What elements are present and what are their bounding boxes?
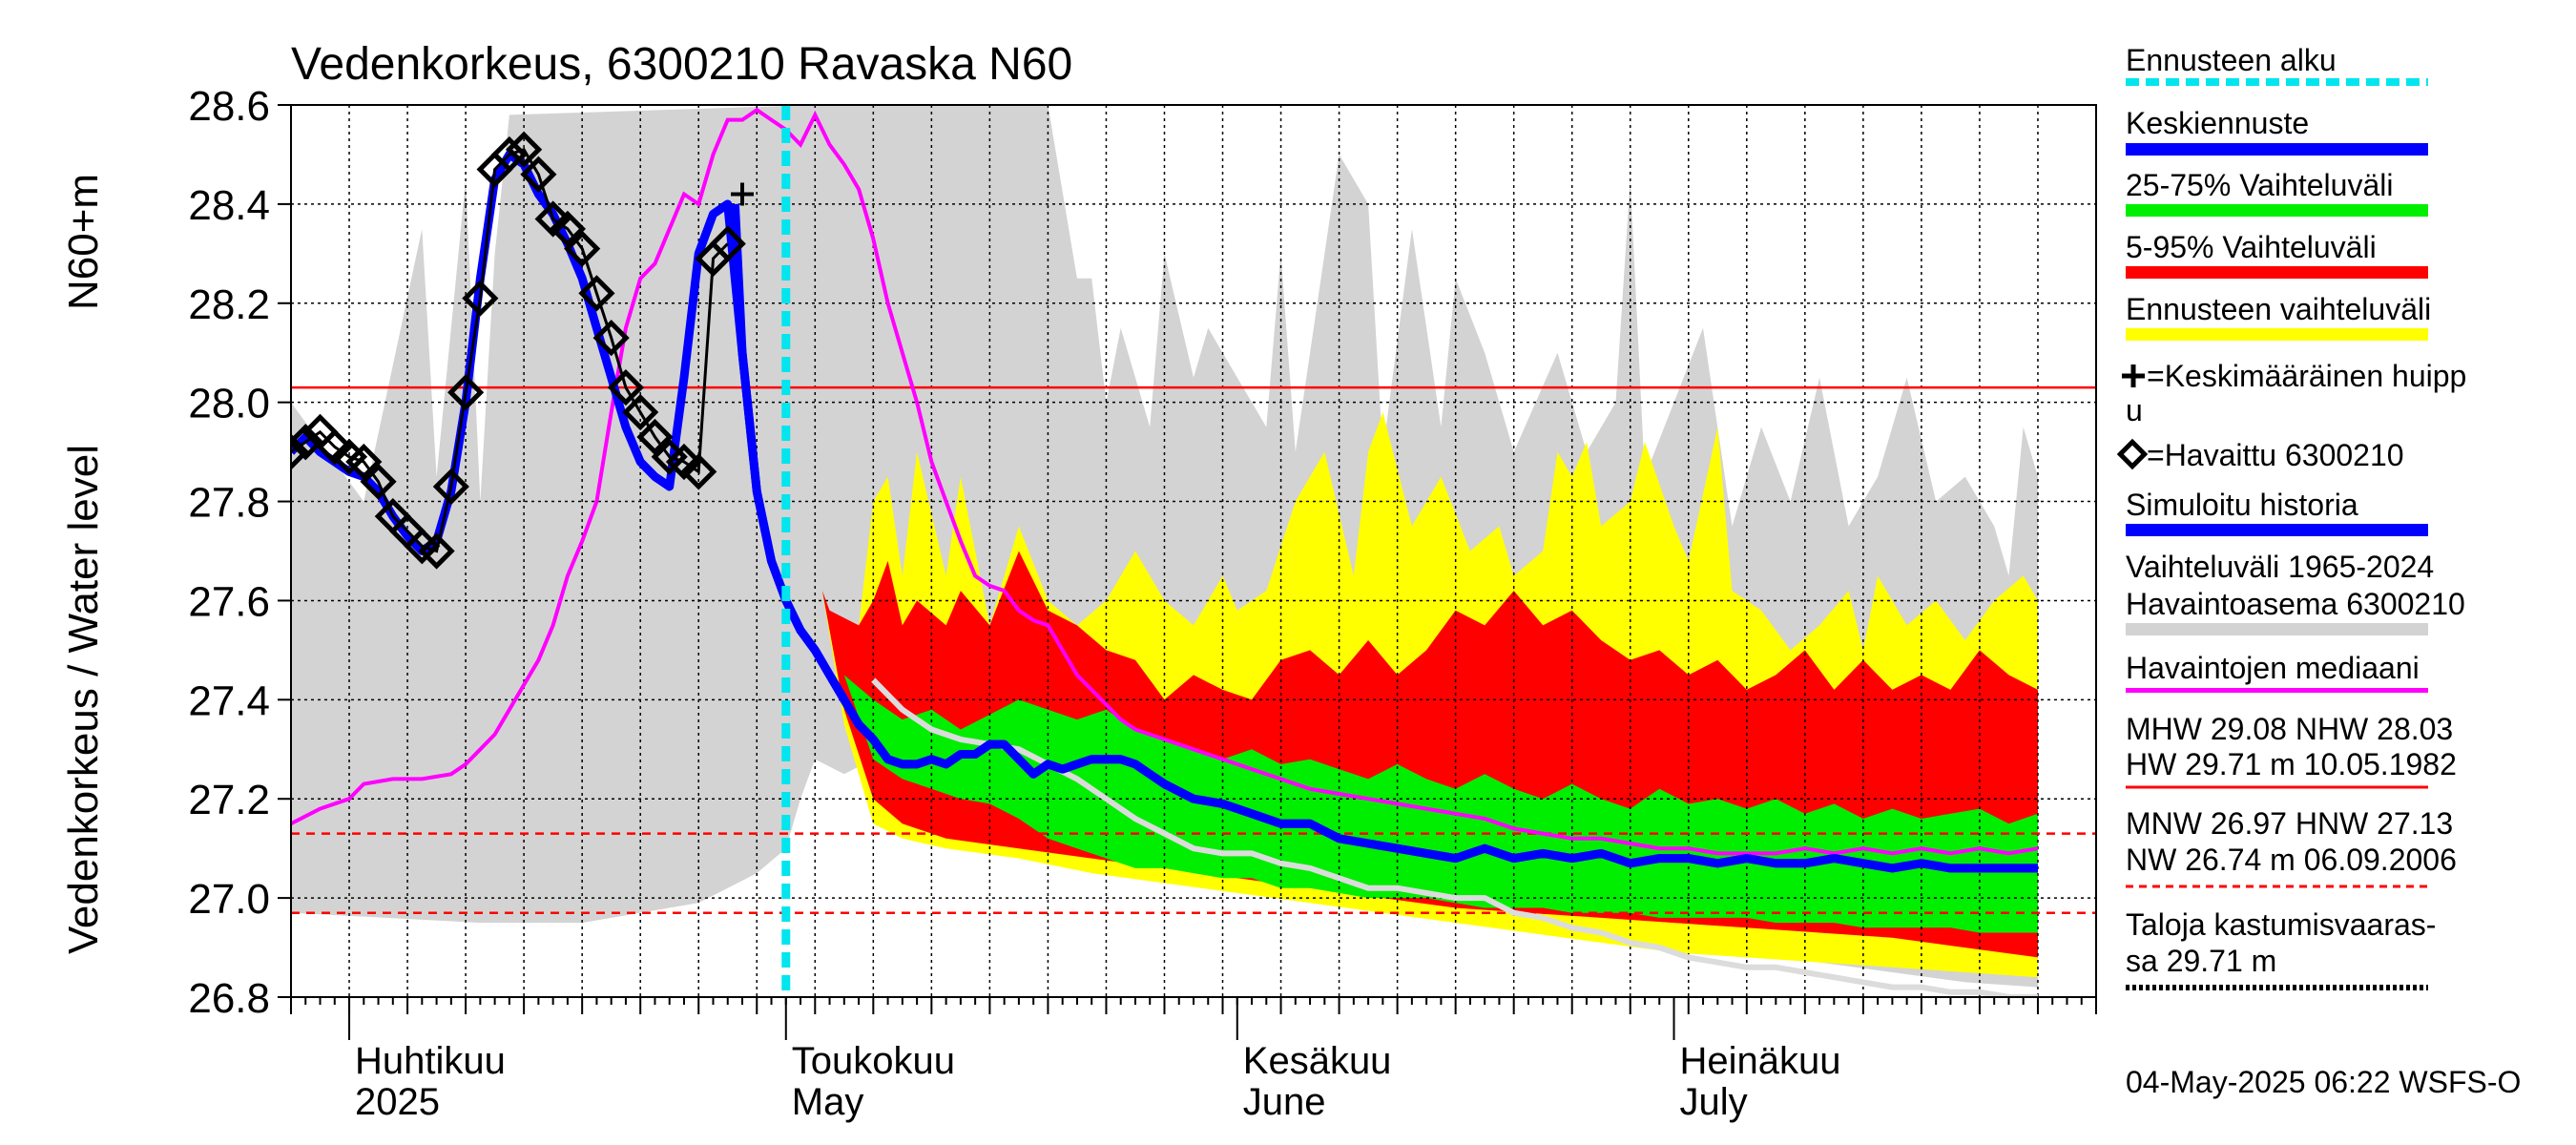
observed-point xyxy=(490,135,528,174)
observed-point xyxy=(291,433,310,470)
legend-history-range-line2: Havaintoasema 6300210 xyxy=(2126,587,2465,621)
legend-flood-line2: sa 29.71 m xyxy=(2126,944,2276,978)
observed-point xyxy=(592,320,630,357)
axes: 26.8 27.0 27.2 27.4 27.6 27.8 28.0 28.2 28.4 28.6… xyxy=(188,83,2097,1123)
legend-range-5-95-swatch xyxy=(2126,266,2428,279)
legend-stats-line1: MHW 29.08 NHW 28.03 xyxy=(2126,712,2453,746)
observed-point xyxy=(360,463,397,500)
y-tick-label: 27.8 xyxy=(188,480,270,527)
observed-point xyxy=(651,438,688,475)
chart-title: Vedenkorkeus, 6300210 Ravaska N60 xyxy=(291,39,1072,90)
y-tick-label: 27.0 xyxy=(188,876,270,923)
observed-point xyxy=(291,424,324,461)
legend-forecast-start: Ennusteen alku xyxy=(2126,43,2337,77)
observed-point xyxy=(665,443,703,481)
observed-point xyxy=(622,393,659,431)
observed-point xyxy=(418,532,455,570)
observed-point xyxy=(447,374,485,411)
mean-forecast-line xyxy=(730,203,2038,873)
month-label-fi: Kesäkuu xyxy=(1243,1040,1392,1082)
y-tick-label: 27.4 xyxy=(188,677,270,724)
legend-simulated: Simuloitu historia xyxy=(2126,488,2358,522)
plot-area xyxy=(291,105,2096,997)
observed-point xyxy=(520,156,557,193)
legend-forecast-range-swatch xyxy=(2126,328,2428,341)
observed-point xyxy=(636,418,674,456)
legend-mean-peak-line2: u xyxy=(2126,393,2143,427)
legend-range-25-75: 25-75% Vaihteluväli xyxy=(2126,168,2393,202)
legend-observed: =Havaittu 6300210 xyxy=(2147,438,2404,472)
y-tick-label: 28.6 xyxy=(188,83,270,130)
observed-point xyxy=(549,210,586,247)
observed-point xyxy=(432,468,469,506)
legend-history-range-swatch xyxy=(2126,623,2428,635)
month-label-en: June xyxy=(1243,1081,1326,1123)
median-line xyxy=(291,107,2039,856)
legend-forecast-range: Ennusteen vaihteluväli xyxy=(2126,292,2431,326)
observed-point xyxy=(564,230,601,267)
legend-range-5-95: 5-95% Vaihteluväli xyxy=(2126,230,2377,264)
legend-stats-line2: HW 29.71 m 10.05.1982 xyxy=(2126,747,2457,781)
legend-observed-diamond-icon xyxy=(2116,438,2149,470)
observed-point xyxy=(534,200,571,238)
legend: Ennusteen alku Keskiennuste 25-75% Vaiht… xyxy=(2116,43,2466,990)
observed-point xyxy=(709,225,746,262)
month-label-fi: Heinäkuu xyxy=(1680,1040,1841,1082)
legend-mean-forecast-swatch xyxy=(2126,143,2428,156)
y-tick-label: 27.6 xyxy=(188,578,270,625)
observed-line xyxy=(291,147,729,553)
legend-mean-peak-line1: =Keskimääräinen huipp xyxy=(2147,359,2466,393)
legend-flood-line1: Taloja kastumisvaaras- xyxy=(2126,907,2436,942)
legend-stats-line4: NW 26.74 m 06.09.2006 xyxy=(2126,843,2457,877)
observed-point xyxy=(607,368,645,406)
observed-point xyxy=(345,443,383,481)
month-label-fi: Huhtikuu xyxy=(355,1040,506,1082)
legend-history-range-line1: Vaihteluväli 1965-2024 xyxy=(2126,550,2434,584)
observed-point xyxy=(404,528,441,565)
y-axis-label: Vedenkorkeus / Water level xyxy=(60,445,107,954)
observed-point xyxy=(330,438,368,475)
observed-point xyxy=(506,131,543,168)
observed-point xyxy=(680,453,717,490)
observed-point xyxy=(578,275,615,312)
light-gray-line xyxy=(871,677,2038,997)
plot-clip-group xyxy=(291,105,2096,997)
y-tick-label: 27.2 xyxy=(188,777,270,823)
month-label-fi: Toukokuu xyxy=(792,1040,955,1082)
y-axis-unit: N60+m xyxy=(60,174,107,310)
y-tick-label: 26.8 xyxy=(188,975,270,1022)
month-label-en: May xyxy=(792,1081,864,1123)
legend-median-swatch xyxy=(2126,688,2428,693)
observed-point xyxy=(316,428,353,466)
y-tick-label: 28.4 xyxy=(188,182,270,229)
observed-point xyxy=(462,280,499,317)
month-label-en: July xyxy=(1680,1081,1748,1123)
legend-range-25-75-swatch xyxy=(2126,204,2428,217)
timestamp: 04-May-2025 06:22 WSFS-O xyxy=(2126,1065,2521,1099)
legend-stats-line3: MNW 26.97 HNW 27.13 xyxy=(2126,806,2453,841)
legend-mean-forecast: Keskiennuste xyxy=(2126,106,2309,140)
y-tick-label: 28.2 xyxy=(188,281,270,328)
legend-simulated-swatch xyxy=(2126,524,2428,536)
y-tick-label: 28.0 xyxy=(188,381,270,427)
legend-median: Havaintojen mediaani xyxy=(2126,651,2420,685)
legend-mean-peak-icon xyxy=(2122,364,2145,387)
month-label-en: 2025 xyxy=(355,1081,440,1123)
